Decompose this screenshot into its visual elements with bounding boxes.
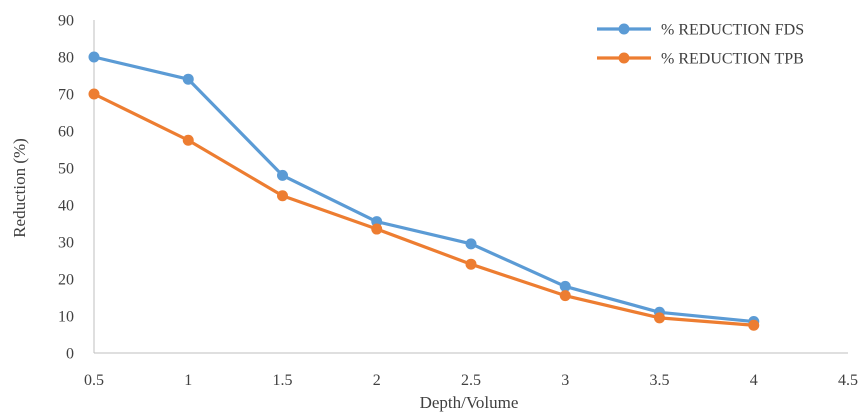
- y-tick-label: 60: [58, 124, 74, 141]
- series-layer: [88, 51, 760, 331]
- y-tick-label: 10: [58, 309, 74, 326]
- legend-label: % REDUCTION TPB: [661, 51, 804, 68]
- x-tick-label: 4.5: [838, 372, 858, 389]
- data-point: [559, 290, 571, 302]
- data-point: [371, 223, 383, 235]
- x-tick-labels: 0.5 1 1.5 2 2.5 3 3.5 4 4.5: [84, 372, 858, 389]
- x-tick-label: 3.5: [650, 372, 670, 389]
- data-point: [277, 190, 288, 202]
- y-tick-label: 70: [58, 87, 74, 104]
- series-line: [92, 55, 756, 324]
- x-tick-label: 4: [750, 372, 758, 389]
- y-axis-title: Reduction (%): [10, 138, 29, 238]
- legend: % REDUCTION FDS % REDUCTION TPB: [597, 22, 804, 68]
- data-point: [465, 238, 477, 250]
- y-tick-labels: 0 10 20 30 40 50 60 70 80 90: [58, 13, 74, 363]
- x-axis-title: Depth/Volume: [420, 393, 519, 412]
- data-point: [559, 280, 571, 292]
- y-tick-label: 80: [58, 50, 74, 67]
- data-point: [654, 312, 665, 324]
- series-1: [88, 51, 760, 328]
- series-2: [88, 88, 760, 331]
- x-tick-label: 0.5: [84, 372, 104, 389]
- y-tick-label: 0: [66, 346, 74, 363]
- x-tick-label: 1.5: [273, 372, 293, 389]
- legend-label: % REDUCTION FDS: [661, 22, 804, 39]
- data-point: [88, 88, 100, 100]
- y-tick-label: 50: [58, 161, 74, 178]
- x-tick-label: 1: [184, 372, 192, 389]
- legend-item: % REDUCTION FDS: [597, 22, 804, 39]
- data-point: [88, 51, 100, 63]
- data-point: [465, 258, 477, 270]
- legend-item: % REDUCTION TPB: [597, 51, 804, 68]
- series-line: [92, 92, 756, 327]
- y-tick-label: 90: [58, 13, 74, 30]
- data-point: [277, 169, 288, 181]
- data-point: [748, 319, 760, 331]
- axes: [93, 20, 848, 354]
- legend-marker: [618, 23, 630, 35]
- data-point: [182, 134, 194, 146]
- x-tick-label: 2.5: [461, 372, 481, 389]
- y-tick-label: 40: [58, 198, 74, 215]
- x-tick-label: 3: [561, 372, 569, 389]
- legend-marker: [618, 52, 630, 64]
- y-tick-label: 20: [58, 272, 74, 289]
- data-point: [182, 73, 194, 85]
- x-tick-label: 2: [373, 372, 381, 389]
- y-tick-label: 30: [58, 235, 74, 252]
